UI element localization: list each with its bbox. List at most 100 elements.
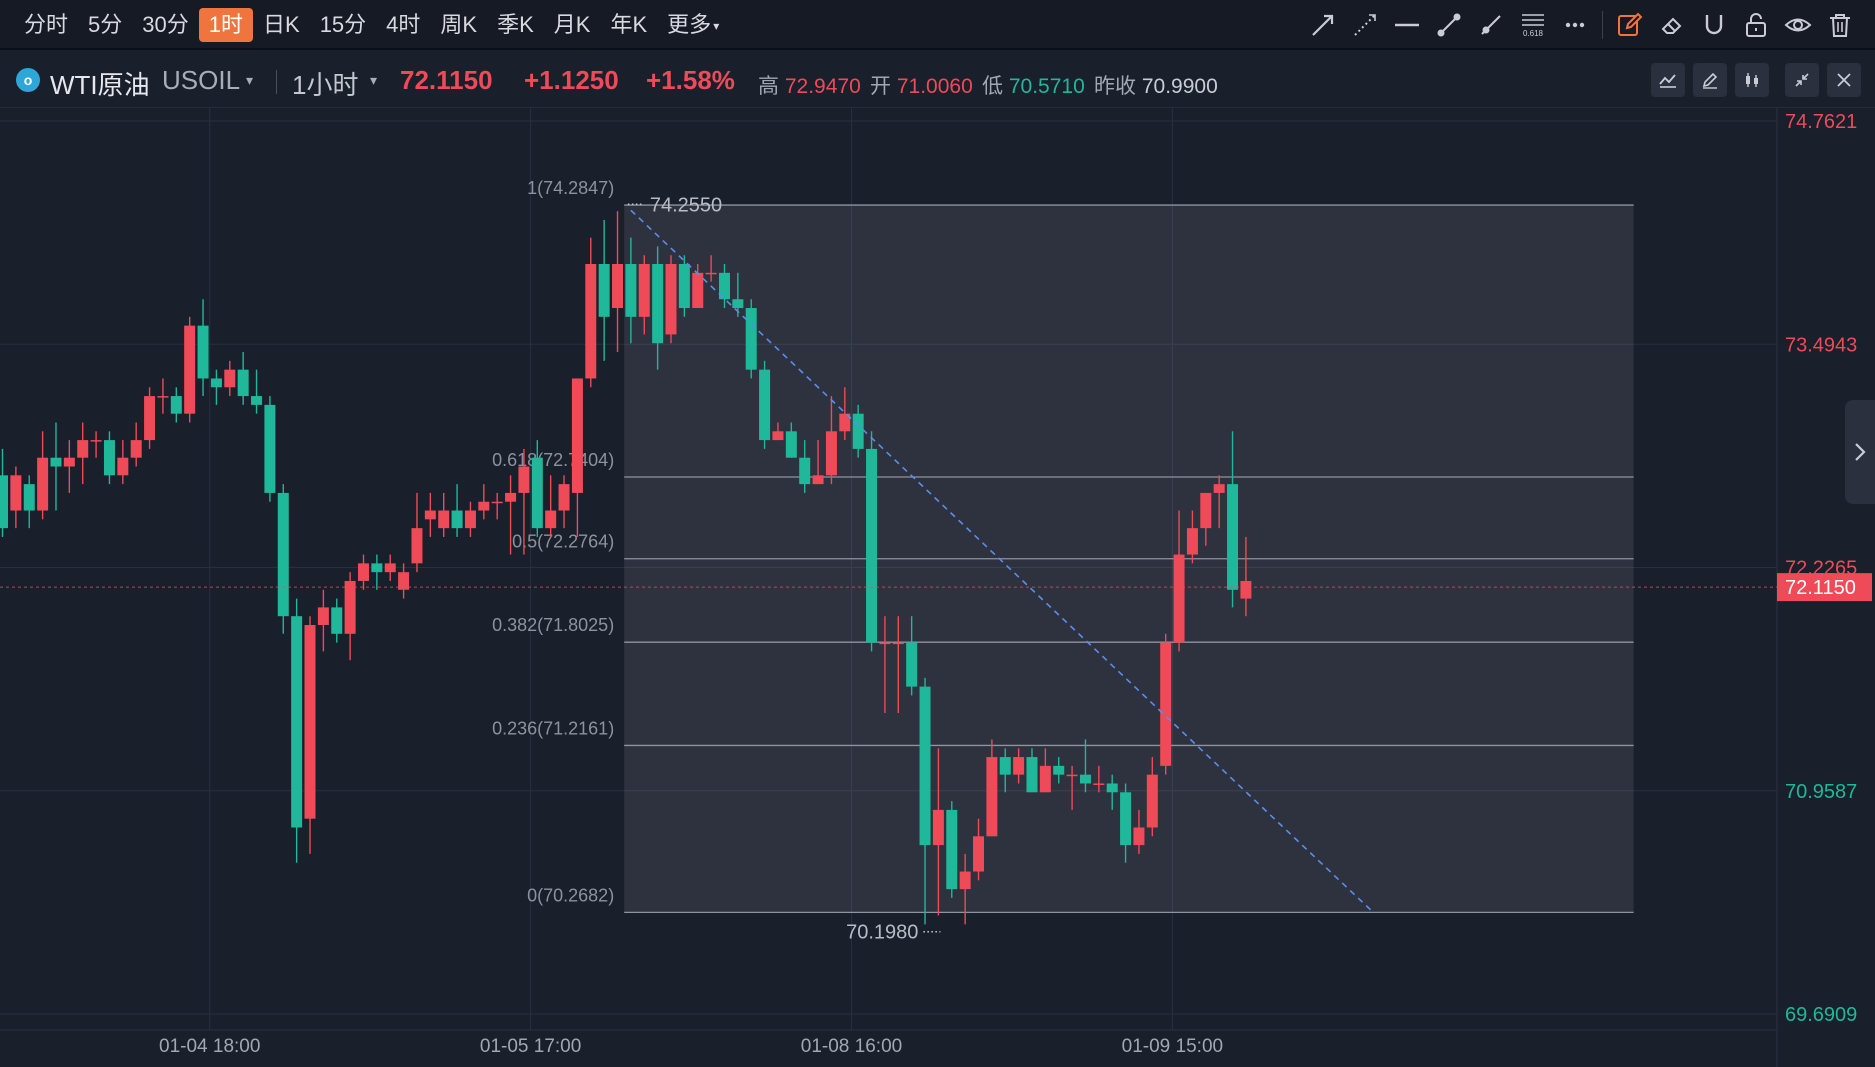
magnet-tool[interactable] [1693, 6, 1735, 44]
candle-body [451, 510, 463, 529]
symbol-info-bar: o WTI原油 USOIL ▾ 1小时 ▾ 72.1150 +1.1250 +1… [0, 52, 1875, 108]
candle [77, 422, 89, 485]
timeframe-tab[interactable]: 5分 [78, 8, 132, 42]
candle [759, 360, 771, 449]
candle [1146, 757, 1158, 837]
side-panel-toggle[interactable] [1845, 400, 1875, 504]
ray-tool[interactable] [1470, 6, 1512, 44]
candle-body [491, 501, 503, 504]
candle [678, 255, 690, 317]
candle-body [331, 607, 343, 634]
timeframe-tab[interactable]: 4时 [376, 8, 430, 42]
candle-body [919, 686, 931, 846]
candle-body [424, 510, 436, 520]
candle [1200, 492, 1212, 546]
timeframe-tab[interactable]: 更多 ▾ [657, 8, 729, 42]
delete-tool[interactable] [1819, 6, 1861, 44]
candle-body [665, 264, 677, 335]
price-axis-label: 69.6909 [1785, 1004, 1857, 1026]
timeframe-tab[interactable]: 30分 [132, 8, 198, 42]
svg-text:0.618: 0.618 [1523, 29, 1544, 38]
candle-body [0, 475, 8, 529]
candle [491, 492, 503, 520]
last-price: 72.1150 [400, 65, 493, 95]
timeframe-tab[interactable]: 周K [430, 8, 487, 42]
fibonacci-tool[interactable]: 0.618 [1512, 6, 1554, 44]
candle-body [277, 492, 289, 617]
interval-dropdown-icon[interactable]: ▾ [370, 72, 378, 88]
candle-body [799, 457, 811, 485]
timeframe-tab[interactable]: 季K [487, 8, 544, 42]
trend-line [630, 209, 1374, 913]
candle-body [398, 572, 410, 590]
chevron-right-icon [1855, 443, 1866, 461]
candle [50, 422, 62, 511]
candle [451, 484, 463, 537]
candle [732, 272, 744, 317]
chart-action-buttons [1643, 63, 1861, 97]
more-tools-tool[interactable] [1554, 6, 1596, 44]
timeframe-tab[interactable]: 日K [253, 8, 310, 42]
symbol-code[interactable]: USOIL [162, 65, 241, 95]
edit-drawing-tool[interactable] [1609, 6, 1651, 44]
candle [531, 440, 543, 537]
candle-body [866, 448, 878, 643]
timeframe-tab-label: 15分 [319, 12, 367, 37]
timeframe-tab-label: 分时 [24, 12, 69, 37]
draw-button[interactable] [1693, 63, 1727, 97]
collapse-button[interactable] [1785, 63, 1819, 97]
candle-body [50, 457, 62, 467]
candle [1240, 536, 1252, 617]
visibility-tool[interactable] [1777, 6, 1819, 44]
eraser-tool[interactable] [1651, 6, 1693, 44]
candle [825, 396, 837, 485]
candle-body [759, 369, 771, 441]
symbol-dropdown-icon[interactable]: ▾ [246, 72, 254, 88]
dotted-line-tool[interactable] [1344, 6, 1386, 44]
stat-open: 开 71.0060 [870, 70, 973, 100]
chart-style-button[interactable] [1735, 63, 1769, 97]
ray-icon [1481, 15, 1501, 35]
price-chart[interactable]: 1(74.2847) 0.618(72.7404) 0.5(72.2764) 0.38… [0, 108, 1875, 1067]
candle [1013, 748, 1025, 784]
timeframe-tab[interactable]: 月K [544, 8, 601, 42]
candlestick-icon [1746, 73, 1758, 87]
indicator-button[interactable] [1651, 63, 1685, 97]
candle-body [852, 413, 864, 449]
candle [464, 501, 476, 537]
candle [812, 440, 824, 485]
candle-body [518, 466, 530, 493]
timeframe-tab[interactable]: 分时 [14, 8, 78, 42]
candle-body [932, 809, 944, 846]
collapse-icon [1795, 73, 1809, 87]
horizontal-line-tool[interactable] [1386, 6, 1428, 44]
candle [90, 431, 102, 458]
candle [959, 853, 971, 925]
candle-body [1173, 554, 1185, 643]
candle-body [1053, 765, 1065, 775]
interval-selector[interactable]: 1小时 [292, 70, 359, 100]
candle-body [1213, 484, 1225, 493]
lock-tool[interactable] [1735, 6, 1777, 44]
timeframe-tab[interactable]: 15分 [310, 8, 376, 42]
segment-tool[interactable] [1428, 6, 1470, 44]
delete-icon [1830, 14, 1850, 37]
close-button[interactable] [1827, 63, 1861, 97]
candle [237, 352, 249, 405]
candle [692, 264, 704, 309]
candle [718, 264, 730, 309]
candle [63, 440, 75, 493]
eraser-icon [1661, 17, 1682, 34]
dotted-line-icon [1354, 14, 1376, 36]
symbol-name[interactable]: WTI原油 [50, 70, 150, 100]
arrow-line-tool[interactable] [1302, 6, 1344, 44]
timeframe-tab[interactable]: 1时 [198, 8, 253, 42]
timeframe-toolbar: 分时 5分 30分 1时 日K 15分 4时 周K 季K 月K 年K 更多 ▾ 0.618 [0, 0, 1875, 50]
candle-body [157, 396, 169, 398]
candle-body [1160, 642, 1172, 766]
timeframe-tab[interactable]: 年K [600, 8, 657, 42]
price-axis-label: 73.4943 [1785, 334, 1857, 356]
candle-body [10, 475, 22, 511]
candle-body [77, 440, 89, 458]
candle [277, 484, 289, 634]
